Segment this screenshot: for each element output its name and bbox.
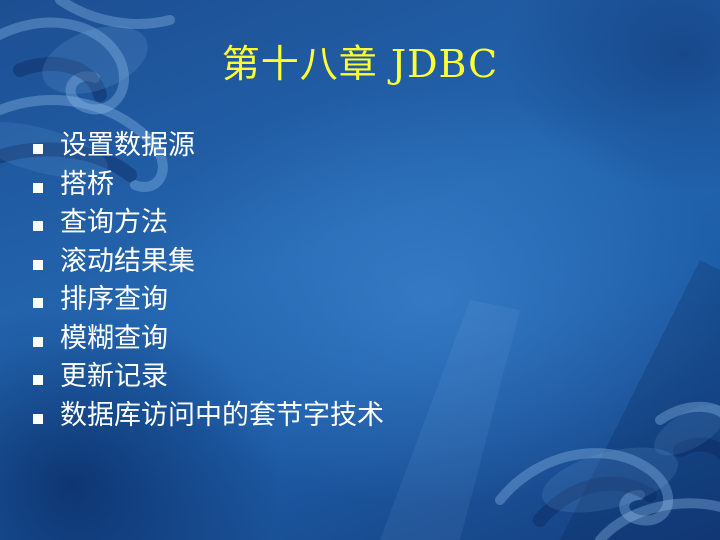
list-item: 查询方法 — [30, 204, 384, 243]
list-item: 设置数据源 — [30, 127, 384, 166]
list-item: 排序查询 — [30, 281, 384, 320]
list-item-text: 查询方法 — [60, 207, 168, 239]
bullet-list: 设置数据源 搭桥 查询方法 滚动结果集 排序查询 模糊查询 更新记录 数据库访 — [30, 127, 384, 435]
list-item-text: 设置数据源 — [60, 130, 195, 162]
list-item-text: 数据库访问中的套节字技术 — [60, 399, 384, 431]
list-item-text: 排序查询 — [60, 284, 168, 316]
list-item-text: 滚动结果集 — [60, 245, 195, 277]
list-item: 滚动结果集 — [30, 243, 384, 282]
square-bullet-icon — [33, 375, 43, 386]
list-item: 数据库访问中的套节字技术 — [30, 397, 384, 436]
square-bullet-icon — [33, 144, 43, 155]
list-item: 模糊查询 — [30, 320, 384, 359]
slide-title: 第十八章 JDBC — [221, 42, 499, 86]
square-bullet-icon — [33, 336, 43, 347]
square-bullet-icon — [33, 182, 43, 193]
list-item-text: 模糊查询 — [60, 322, 168, 354]
list-item: 更新记录 — [30, 358, 384, 397]
list-item: 搭桥 — [30, 166, 384, 205]
square-bullet-icon — [33, 259, 43, 270]
list-item-text: 搭桥 — [60, 168, 114, 200]
square-bullet-icon — [33, 298, 43, 309]
square-bullet-icon — [33, 221, 43, 232]
square-bullet-icon — [33, 413, 43, 424]
list-item-text: 更新记录 — [60, 361, 168, 393]
